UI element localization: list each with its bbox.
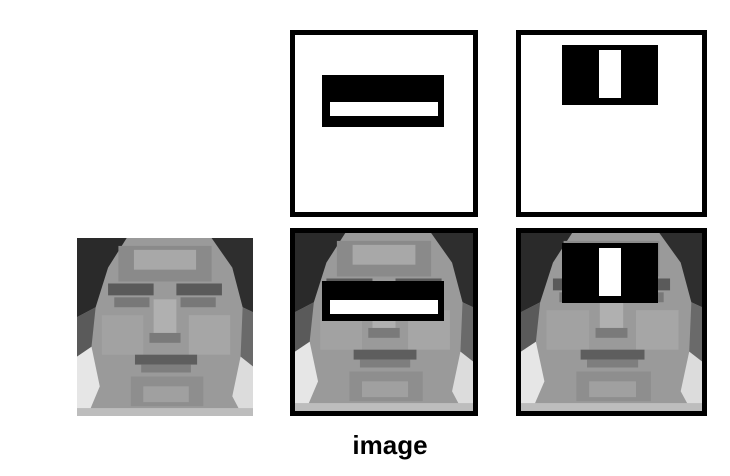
overlay-white-bar <box>330 300 438 314</box>
haar-feature-vertical-tile <box>516 30 707 217</box>
haar-feature-horizontal-tile <box>290 30 478 217</box>
overlay-white-center <box>599 248 621 296</box>
feature-white-center <box>599 50 621 98</box>
face-with-vertical-feature <box>516 228 707 416</box>
face-image <box>77 238 253 416</box>
feature-white-bar <box>330 102 438 116</box>
figure-caption: image <box>352 430 428 460</box>
face-with-horizontal-feature <box>290 228 478 416</box>
feature-black-bar <box>322 75 444 127</box>
